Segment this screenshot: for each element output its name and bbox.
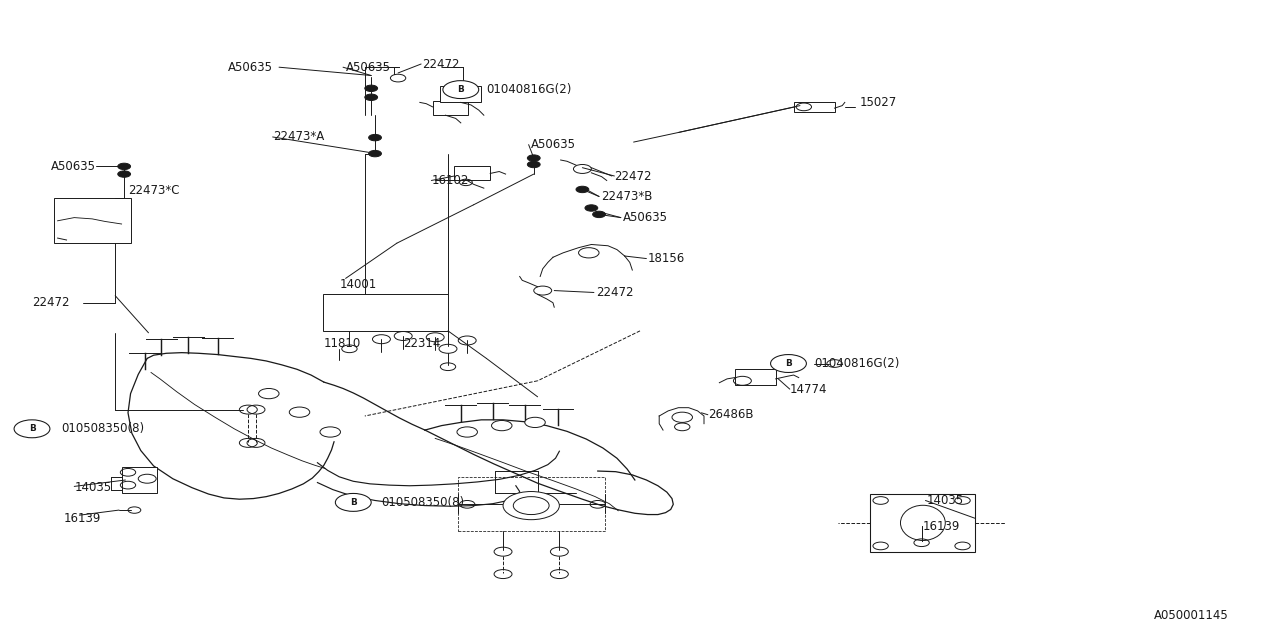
Circle shape	[585, 205, 598, 211]
Text: 22473*A: 22473*A	[273, 131, 324, 143]
Text: 22472: 22472	[422, 58, 460, 70]
Text: A50635: A50635	[623, 211, 668, 224]
Text: A50635: A50635	[531, 138, 576, 151]
Text: 18156: 18156	[648, 252, 685, 265]
Text: 010508350(8): 010508350(8)	[61, 422, 145, 435]
Bar	[458, 477, 605, 531]
Circle shape	[289, 407, 310, 417]
Circle shape	[259, 388, 279, 399]
Text: 16139: 16139	[923, 520, 960, 532]
Text: 14035: 14035	[74, 481, 111, 494]
Bar	[870, 494, 975, 552]
Circle shape	[335, 493, 371, 511]
Text: 01040816G(2): 01040816G(2)	[486, 83, 572, 96]
Bar	[323, 294, 448, 331]
Bar	[54, 198, 131, 243]
Text: 22472: 22472	[32, 296, 69, 309]
Text: B: B	[785, 359, 792, 368]
Text: 010508350(8): 010508350(8)	[381, 496, 465, 509]
Circle shape	[320, 427, 340, 437]
Text: B: B	[457, 85, 465, 94]
Circle shape	[118, 171, 131, 177]
Bar	[794, 102, 835, 112]
Circle shape	[527, 155, 540, 161]
Circle shape	[503, 492, 559, 520]
Circle shape	[118, 163, 131, 170]
Circle shape	[369, 134, 381, 141]
Circle shape	[527, 161, 540, 168]
Circle shape	[457, 427, 477, 437]
Text: 11810: 11810	[324, 337, 361, 349]
Text: 14035: 14035	[927, 494, 964, 507]
Text: A50635: A50635	[346, 61, 390, 74]
Text: A50635: A50635	[228, 61, 273, 74]
Circle shape	[365, 85, 378, 92]
Circle shape	[365, 94, 378, 100]
Text: 22472: 22472	[614, 170, 652, 182]
Bar	[735, 369, 776, 385]
Bar	[122, 467, 157, 493]
Text: A050001145: A050001145	[1155, 609, 1229, 622]
Circle shape	[771, 355, 806, 372]
Text: 22472: 22472	[596, 286, 634, 299]
Text: A50635: A50635	[51, 160, 96, 173]
Circle shape	[443, 81, 479, 99]
Bar	[454, 166, 490, 180]
Text: 22473*B: 22473*B	[602, 190, 653, 203]
Text: 14774: 14774	[790, 383, 827, 396]
Text: 22473*C: 22473*C	[128, 184, 179, 196]
Circle shape	[576, 186, 589, 193]
Bar	[440, 86, 481, 102]
Circle shape	[492, 420, 512, 431]
Text: 22314: 22314	[403, 337, 440, 349]
Text: 26486B: 26486B	[708, 408, 754, 421]
Text: B: B	[349, 498, 357, 507]
Text: 16102: 16102	[431, 174, 468, 187]
Text: 15027: 15027	[860, 96, 897, 109]
Circle shape	[525, 417, 545, 428]
Text: 14001: 14001	[339, 278, 376, 291]
Text: B: B	[28, 424, 36, 433]
Bar	[433, 101, 468, 115]
Circle shape	[369, 150, 381, 157]
Circle shape	[593, 211, 605, 218]
Circle shape	[14, 420, 50, 438]
Text: 16139: 16139	[64, 512, 101, 525]
Text: 01040816G(2): 01040816G(2)	[814, 357, 900, 370]
